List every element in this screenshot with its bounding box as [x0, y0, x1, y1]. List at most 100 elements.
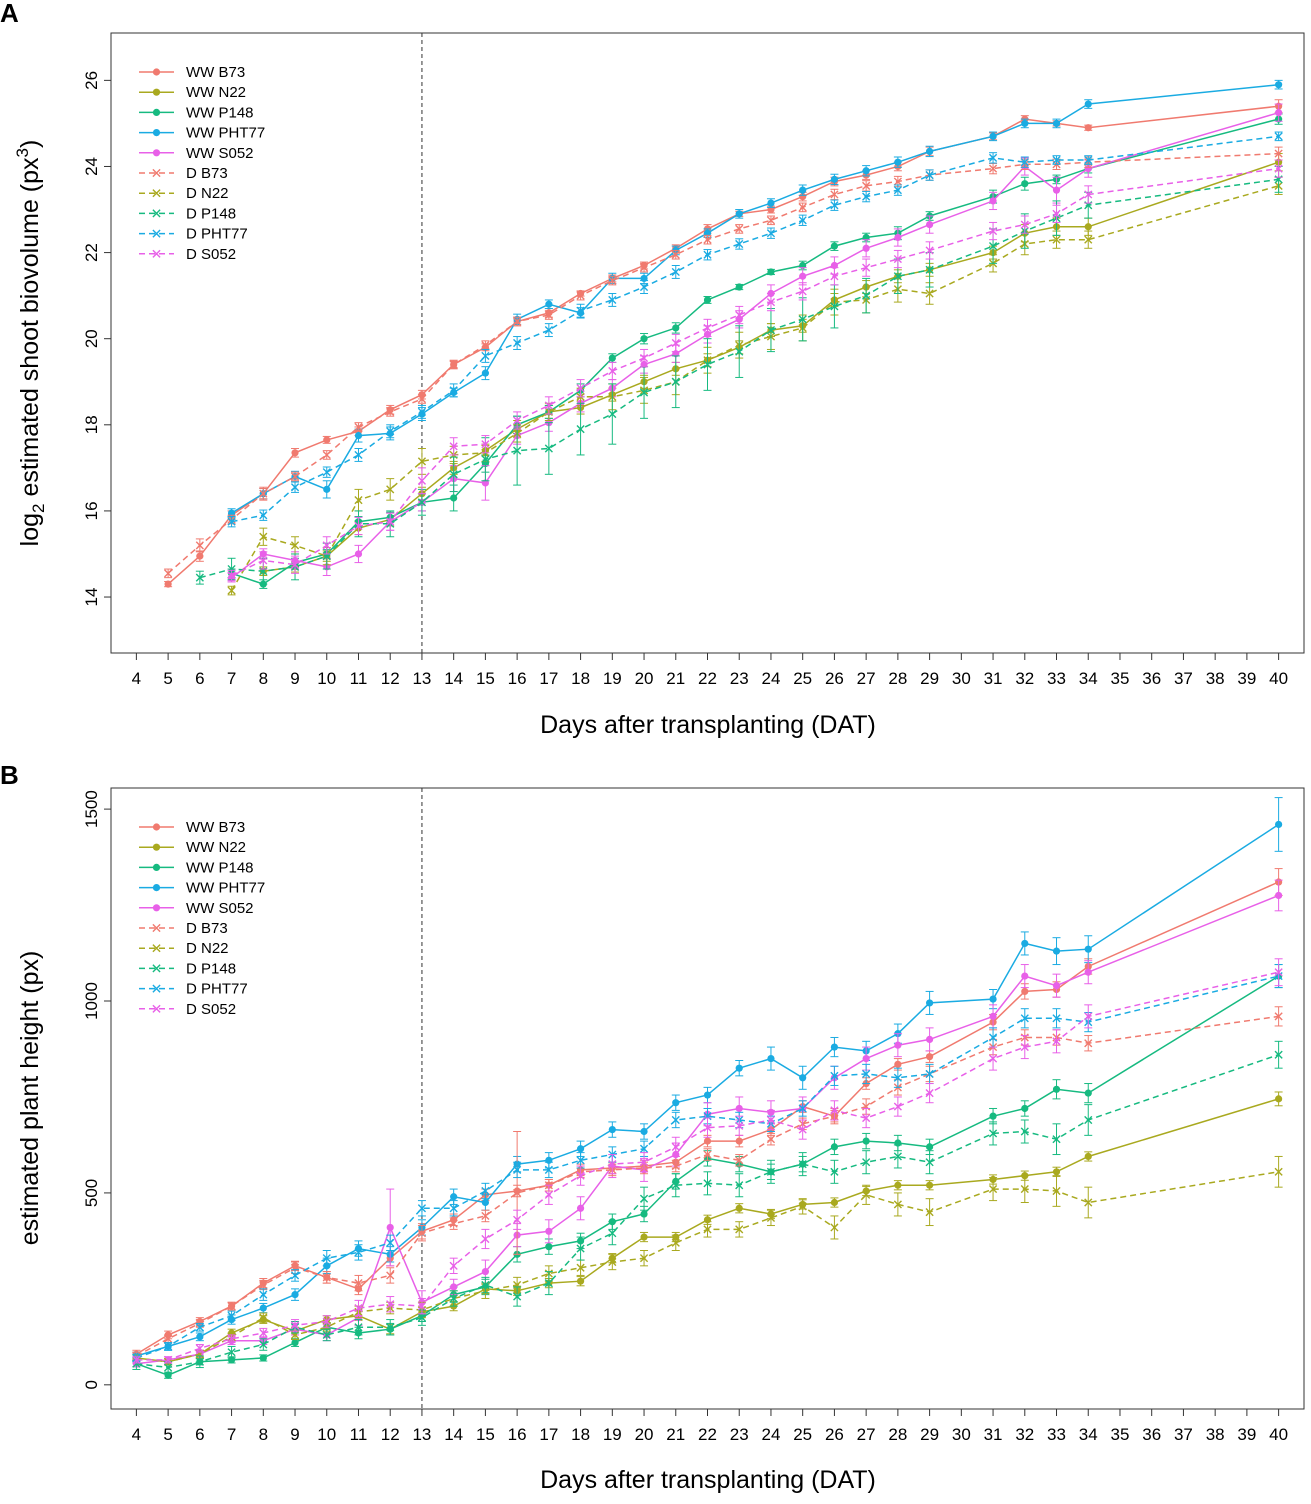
data-point-stroke-b: [1020, 1184, 1029, 1194]
data-point: [639, 1144, 649, 1153]
data-point: [608, 1229, 617, 1238]
data-point: [767, 199, 775, 207]
data-point: [513, 1188, 522, 1198]
data-point: [1084, 1115, 1093, 1125]
data-point-stroke-b: [227, 1334, 236, 1343]
data-point: [354, 1248, 363, 1257]
data-point: [735, 239, 744, 249]
data-point: [545, 1227, 553, 1235]
data-point: [164, 1363, 173, 1372]
panel-a-series: [164, 79, 1283, 596]
data-point: [894, 233, 902, 242]
legend-marker: [152, 88, 161, 96]
data-point: [290, 472, 300, 481]
data-point: [481, 369, 489, 377]
data-point: [1274, 149, 1283, 158]
legend-item: D N22: [139, 185, 229, 202]
data-point-stroke-b: [227, 1348, 236, 1357]
data-point: [417, 457, 427, 466]
data-point: [893, 1073, 902, 1082]
data-point: [925, 1069, 934, 1079]
data-point: [1020, 1184, 1029, 1194]
data-point: [926, 1143, 934, 1151]
data-point-stroke-b: [862, 1113, 871, 1123]
legend-label: WW N22: [186, 84, 246, 101]
data-point: [893, 186, 902, 195]
y-tick-label: 18: [82, 415, 101, 434]
data-point-stroke-b: [576, 1156, 585, 1165]
x-tick-label: 14: [444, 1425, 463, 1444]
data-point-stroke-b: [766, 1115, 776, 1125]
data-point: [766, 216, 776, 225]
x-tick-label: 38: [1206, 1425, 1225, 1444]
data-point-stroke-b: [354, 1279, 363, 1288]
x-tick-label: 21: [666, 669, 685, 688]
data-point: [576, 1244, 585, 1253]
data-point: [195, 1323, 204, 1332]
data-point-stroke-b: [195, 1323, 204, 1332]
data-point: [259, 1304, 267, 1312]
data-point-stroke-b: [1084, 155, 1093, 165]
data-point: [544, 1165, 553, 1174]
panel-b-x-axis: 4 5 6 7 8 9 10 11 12 13 14 15 16 17 18 19 20 21 22 23 24 25 26…: [132, 1409, 1288, 1444]
data-point: [926, 220, 934, 229]
series-d-s052: [227, 159, 1283, 582]
data-point: [323, 436, 331, 444]
data-point: [1275, 1095, 1283, 1103]
x-tick-label: 6: [195, 669, 204, 688]
data-point-stroke-b: [513, 338, 522, 348]
data-point: [893, 272, 902, 281]
data-point: [735, 1121, 744, 1130]
x-tick-label: 24: [761, 669, 780, 688]
data-point: [735, 1156, 744, 1165]
data-point: [830, 1143, 839, 1151]
data-point: [544, 1279, 553, 1288]
data-point: [735, 283, 743, 291]
data-point: [703, 235, 712, 244]
legend-marker: [152, 984, 161, 993]
data-point: [417, 407, 427, 416]
x-tick-label: 5: [163, 669, 172, 688]
data-point: [1084, 155, 1093, 165]
data-point-stroke-b: [608, 276, 617, 285]
data-point: [798, 1160, 807, 1169]
data-point-stroke-b: [830, 1106, 839, 1115]
data-point: [481, 440, 490, 449]
data-point: [989, 1012, 997, 1020]
legend-item: WW B73: [139, 64, 245, 81]
data-point-stroke-b: [449, 1219, 458, 1228]
data-point: [1021, 1104, 1029, 1113]
data-point-stroke-b: [671, 1115, 680, 1125]
data-point: [989, 132, 997, 140]
data-point: [1274, 132, 1283, 141]
data-point-stroke-b: [830, 302, 839, 311]
x-tick-label: 32: [1015, 1425, 1034, 1444]
legend-item: D PHT77: [139, 981, 248, 998]
data-point-stroke-b: [925, 1208, 934, 1217]
data-point-stroke-b: [322, 1254, 331, 1263]
data-point: [925, 170, 934, 180]
data-point: [544, 1190, 553, 1199]
data-point: [354, 550, 363, 558]
data-point-stroke-b: [671, 338, 680, 348]
data-point: [322, 541, 331, 550]
data-point: [132, 1355, 141, 1364]
data-point: [386, 485, 395, 494]
data-point-stroke-b: [449, 442, 458, 451]
x-tick-label: 39: [1237, 669, 1256, 688]
data-point: [767, 1054, 775, 1063]
data-point: [703, 323, 712, 333]
data-point: [164, 1334, 173, 1343]
x-tick-label: 9: [290, 1425, 299, 1444]
y-tick-label: 16: [82, 501, 101, 520]
data-point: [291, 1291, 299, 1299]
x-tick-label: 36: [1142, 669, 1161, 688]
data-point-stroke-b: [1020, 1127, 1029, 1136]
series-line-d-s052: [231, 167, 1279, 577]
data-point-stroke-b: [766, 1135, 776, 1144]
x-tick-label: 13: [412, 669, 431, 688]
data-point-stroke-b: [481, 1280, 490, 1290]
data-point: [925, 1089, 934, 1098]
data-point: [894, 1060, 902, 1068]
data-point-stroke-b: [481, 455, 490, 464]
